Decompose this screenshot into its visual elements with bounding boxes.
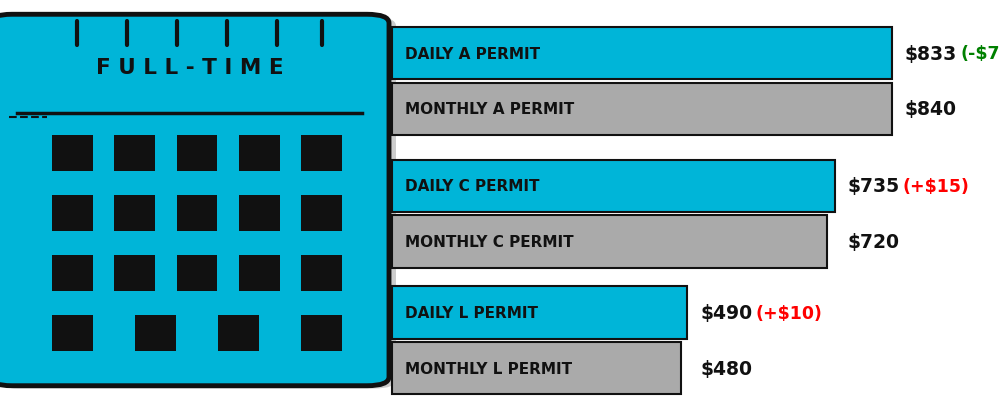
Text: $490: $490 (700, 303, 752, 322)
Bar (239, 255, 280, 291)
Text: (+$10): (+$10) (755, 304, 822, 322)
Bar (301, 196, 342, 231)
Bar (52, 136, 93, 172)
Bar (392, 287, 687, 339)
Bar (52, 255, 93, 291)
Text: $480: $480 (700, 358, 752, 378)
Text: $720: $720 (848, 232, 900, 251)
Text: $833: $833 (905, 45, 957, 64)
Bar (392, 342, 681, 394)
Text: (+$15): (+$15) (903, 178, 969, 195)
Bar (218, 315, 259, 351)
Text: $735: $735 (848, 177, 900, 196)
Bar (114, 136, 155, 172)
Bar (392, 160, 834, 213)
Bar (301, 136, 342, 172)
Text: MONTHLY A PERMIT: MONTHLY A PERMIT (405, 102, 574, 117)
FancyBboxPatch shape (0, 15, 389, 386)
Text: MONTHLY L PERMIT: MONTHLY L PERMIT (405, 360, 572, 376)
Bar (301, 315, 342, 351)
Bar (52, 196, 93, 231)
Bar (392, 216, 827, 268)
Text: MONTHLY C PERMIT: MONTHLY C PERMIT (405, 234, 574, 249)
Text: $840: $840 (905, 100, 957, 119)
Text: F U L L - T I M E: F U L L - T I M E (96, 58, 283, 78)
Bar (239, 136, 280, 172)
Bar (135, 315, 176, 351)
Bar (177, 196, 217, 231)
Bar (301, 255, 342, 291)
Bar (177, 136, 217, 172)
Bar (392, 83, 892, 136)
Bar (177, 255, 217, 291)
Bar (52, 315, 93, 351)
Text: DAILY L PERMIT: DAILY L PERMIT (405, 305, 538, 320)
Text: (-$7): (-$7) (960, 45, 1000, 63)
Text: DAILY A PERMIT: DAILY A PERMIT (405, 47, 540, 62)
Bar (114, 255, 155, 291)
Bar (239, 196, 280, 231)
Bar (114, 196, 155, 231)
Bar (392, 28, 892, 80)
Text: DAILY C PERMIT: DAILY C PERMIT (405, 179, 540, 194)
FancyBboxPatch shape (0, 18, 396, 389)
